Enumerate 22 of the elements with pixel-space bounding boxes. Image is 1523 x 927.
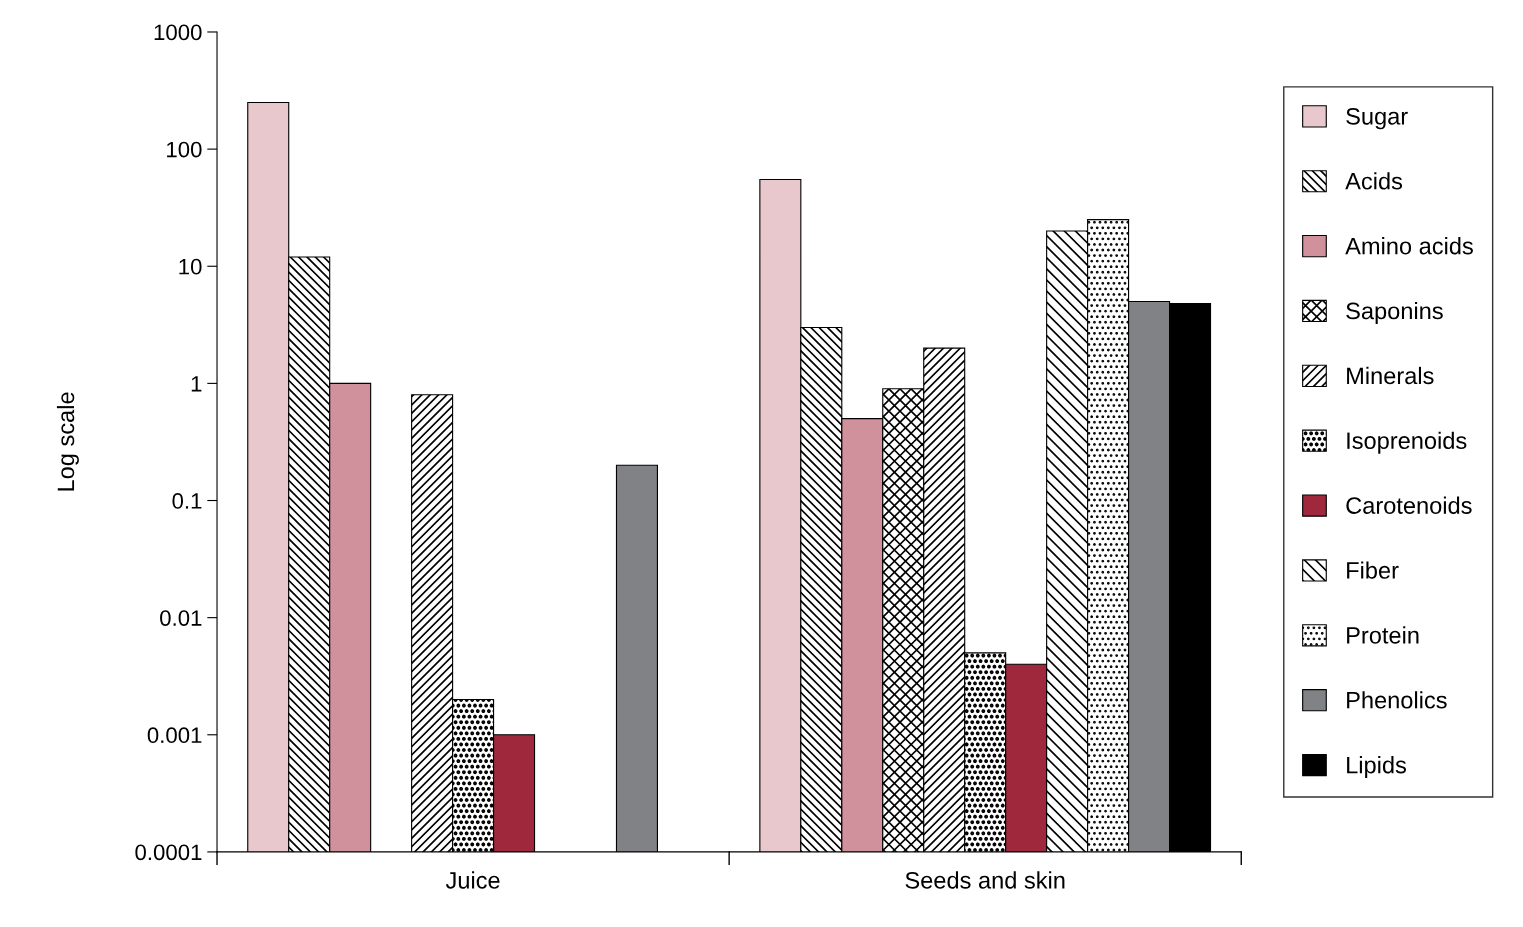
y-tick-label: 1000 (154, 24, 202, 41)
legend-label: Sugar (1346, 107, 1408, 130)
y-tick-label: 0.001 (147, 727, 202, 744)
legend-label: Minerals (1347, 366, 1434, 385)
legend-label: Isoprenoids (1347, 431, 1467, 454)
x-tick-label: Juice (445, 871, 500, 889)
legend-label: Lipids (1347, 756, 1406, 779)
y-axis-title: Log scale (56, 392, 79, 491)
y-tick-label: 1 (191, 376, 202, 392)
legend-label: Amino acids (1345, 237, 1473, 255)
legend-label: Fiber (1347, 561, 1399, 579)
y-tick-label: 10 (179, 258, 202, 275)
legend-label: Acids (1345, 172, 1403, 190)
legend-label: Saponins (1346, 301, 1443, 324)
legend-label: Protein (1347, 626, 1419, 644)
y-tick-label: 0.0001 (135, 844, 202, 861)
y-tick-label: 0.1 (172, 493, 202, 509)
legend-label: Carotenoids (1346, 496, 1472, 514)
y-tick-label: 100 (167, 141, 202, 158)
legend-label: Phenolics (1347, 691, 1447, 709)
x-tick-label: Seeds and skin (905, 871, 1065, 889)
y-tick-label: 0.01 (160, 610, 202, 626)
